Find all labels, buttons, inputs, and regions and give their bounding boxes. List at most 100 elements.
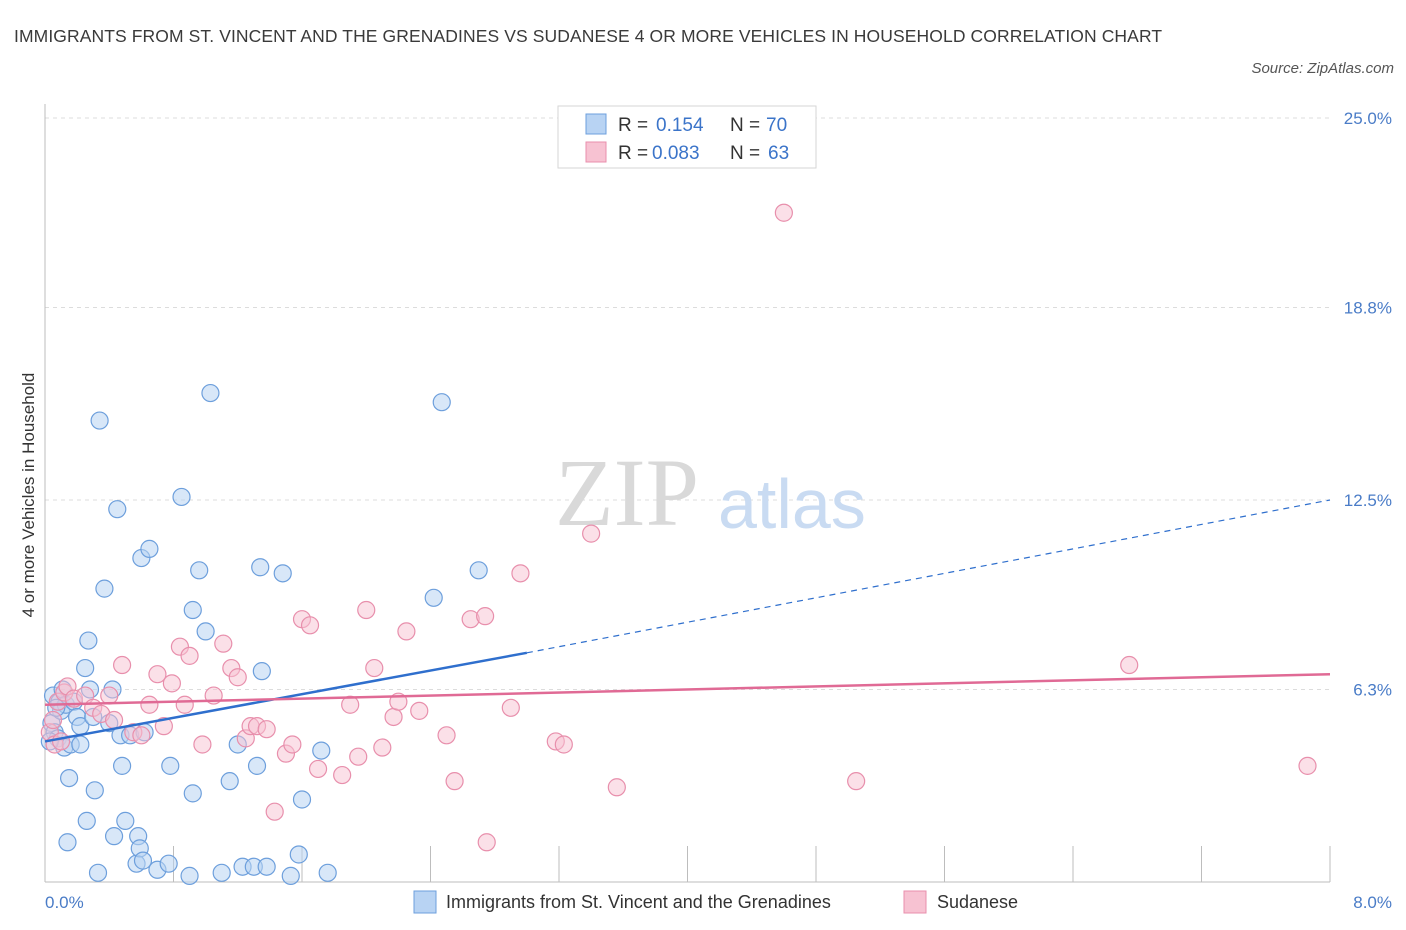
x-tick-label-0: 0.0% xyxy=(45,893,84,912)
point-pink-49 xyxy=(445,772,464,791)
point-pink-23 xyxy=(193,735,212,754)
point-pink-47 xyxy=(410,701,429,720)
point-blue-56 xyxy=(252,662,271,681)
legend: R = 0.154 N = 70 R = 0.083 N = 63 xyxy=(557,105,817,169)
point-pink-19 xyxy=(162,674,181,693)
point-pink-43 xyxy=(373,738,392,757)
point-pink-18 xyxy=(154,717,173,736)
point-blue-50 xyxy=(220,772,239,791)
point-blue-45 xyxy=(183,784,202,803)
point-pink-57 xyxy=(582,524,601,543)
point-blue-65 xyxy=(432,393,451,412)
trendline-pink xyxy=(44,672,1331,707)
watermark-zip: ZIP xyxy=(555,439,699,546)
point-blue-64 xyxy=(424,588,443,607)
point-pink-21 xyxy=(175,695,194,714)
point-blue-24 xyxy=(95,579,114,598)
y-axis-label: 4 or more Vehicles in Household xyxy=(19,373,38,618)
bottom-legend-label-blue: Immigrants from St. Vincent and the Gren… xyxy=(446,892,831,912)
point-pink-51 xyxy=(476,607,495,626)
series-pink-points xyxy=(40,203,1317,852)
axes xyxy=(44,104,1331,883)
point-pink-42 xyxy=(365,658,384,678)
point-pink-11 xyxy=(100,686,119,705)
point-pink-4 xyxy=(51,732,71,751)
point-pink-59 xyxy=(774,203,793,222)
point-pink-54 xyxy=(511,564,530,583)
trendline-blue-dashed xyxy=(526,499,1331,654)
point-blue-58 xyxy=(273,564,292,583)
legend-swatch-pink xyxy=(585,141,607,163)
point-pink-48 xyxy=(437,726,456,745)
legend-n-value-blue: 70 xyxy=(766,115,787,136)
point-pink-17 xyxy=(148,665,167,684)
trend-lines xyxy=(44,499,1331,743)
point-pink-31 xyxy=(257,720,276,739)
x-tick-labels: 0.0% 8.0% xyxy=(45,893,1392,912)
point-pink-60 xyxy=(847,772,866,791)
point-pink-62 xyxy=(1298,756,1317,775)
point-pink-58 xyxy=(607,778,626,797)
point-blue-23 xyxy=(90,411,109,430)
point-blue-9 xyxy=(58,833,77,852)
point-pink-13 xyxy=(112,655,132,675)
point-pink-61 xyxy=(1120,655,1139,675)
point-blue-30 xyxy=(112,756,132,775)
y-tick-label-0: 6.3% xyxy=(1353,680,1392,699)
point-blue-28 xyxy=(108,500,127,519)
legend-r-value-pink: 0.083 xyxy=(652,143,700,164)
point-blue-44 xyxy=(180,866,199,885)
point-blue-37 xyxy=(133,851,153,870)
legend-swatch-blue xyxy=(585,113,607,135)
series-blue-points xyxy=(40,383,488,885)
point-pink-15 xyxy=(132,726,151,745)
legend-r-label-blue: R = xyxy=(618,115,648,136)
point-blue-22 xyxy=(88,863,108,882)
point-blue-17 xyxy=(77,811,96,830)
legend-n-label-pink: N = xyxy=(730,143,760,164)
point-pink-46 xyxy=(397,622,416,641)
point-blue-59 xyxy=(281,866,300,885)
grid-lines xyxy=(45,117,1330,690)
point-blue-16 xyxy=(76,658,95,678)
legend-n-value-pink: 63 xyxy=(768,143,789,164)
x-tick-label-1: 8.0% xyxy=(1353,893,1392,912)
bottom-legend-label-pink: Sudanese xyxy=(937,892,1018,912)
point-pink-12 xyxy=(104,710,124,730)
point-blue-27 xyxy=(104,827,124,846)
point-pink-25 xyxy=(214,634,233,653)
point-pink-16 xyxy=(140,695,159,714)
point-blue-14 xyxy=(71,735,90,754)
bottom-legend: Immigrants from St. Vincent and the Gren… xyxy=(413,890,1018,914)
point-pink-27 xyxy=(228,668,247,687)
point-blue-46 xyxy=(183,600,202,620)
legend-r-label-pink: R = xyxy=(618,143,648,164)
point-pink-52 xyxy=(477,833,496,852)
point-blue-62 xyxy=(312,741,331,760)
point-blue-10 xyxy=(59,768,79,788)
legend-n-label-blue: N = xyxy=(730,115,760,136)
point-blue-69 xyxy=(212,863,231,882)
y-tick-label-3: 25.0% xyxy=(1344,109,1392,128)
y-tick-label-2: 18.8% xyxy=(1344,298,1392,317)
chart-source: Source: ZipAtlas.com xyxy=(1251,60,1394,77)
point-blue-55 xyxy=(251,558,270,577)
point-blue-31 xyxy=(116,811,135,830)
point-blue-57 xyxy=(257,857,276,876)
point-blue-39 xyxy=(140,539,159,558)
point-pink-32 xyxy=(265,802,284,821)
point-blue-43 xyxy=(172,487,191,507)
bottom-legend-swatch-blue xyxy=(413,890,437,914)
point-pink-37 xyxy=(308,759,328,779)
point-pink-41 xyxy=(357,600,376,620)
point-blue-63 xyxy=(318,863,337,882)
point-blue-49 xyxy=(201,383,220,403)
point-pink-22 xyxy=(180,646,199,665)
point-pink-38 xyxy=(333,765,352,785)
point-blue-47 xyxy=(190,561,209,580)
chart-title: IMMIGRANTS FROM ST. VINCENT AND THE GREN… xyxy=(14,26,1163,46)
watermark-atlas: atlas xyxy=(718,465,866,543)
point-pink-53 xyxy=(501,698,520,717)
bottom-legend-swatch-pink xyxy=(903,890,927,914)
